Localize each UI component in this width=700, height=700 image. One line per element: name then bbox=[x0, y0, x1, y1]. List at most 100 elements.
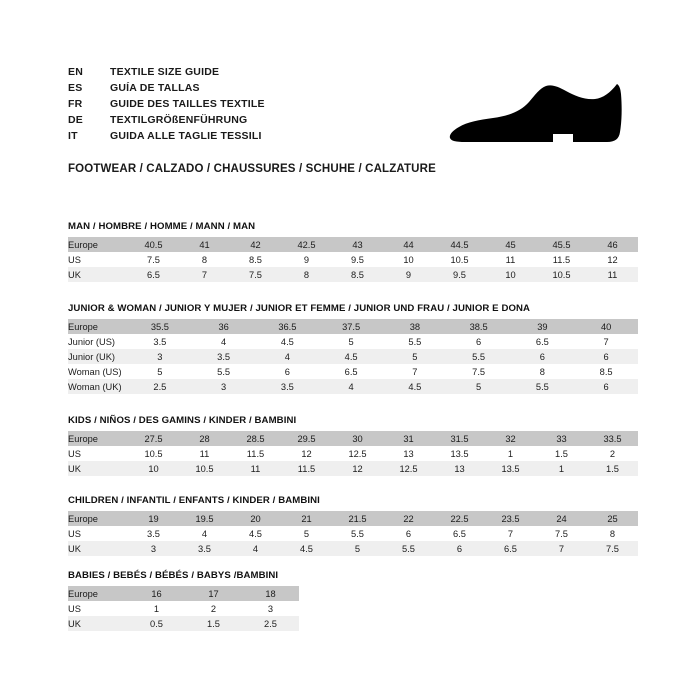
table-cell: 10.5 bbox=[179, 461, 230, 476]
language-row: FR GUIDE DES TAILLES TEXTILE bbox=[68, 96, 428, 112]
column-header-cell: 39 bbox=[510, 319, 575, 334]
table-cell: 3.5 bbox=[191, 349, 256, 364]
column-header-cell: 22 bbox=[383, 511, 434, 526]
row-label: Woman (UK) bbox=[68, 379, 128, 394]
table-cell: 8 bbox=[510, 364, 575, 379]
table-row: US 10.5 11 11.5 12 12.5 13 13.5 1 1.5 2 bbox=[68, 446, 638, 461]
table-cell: 4 bbox=[230, 541, 281, 556]
table-cell: 11 bbox=[179, 446, 230, 461]
table-cell: 10.5 bbox=[128, 446, 179, 461]
column-header-cell: 30 bbox=[332, 431, 383, 446]
language-code: DE bbox=[68, 114, 83, 126]
column-header-cell: 19.5 bbox=[179, 511, 230, 526]
table-row: UK 10 10.5 11 11.5 12 12.5 13 13.5 1 1.5 bbox=[68, 461, 638, 476]
size-table-babies: Europe 16 17 18 US 1 2 3 UK 0.5 1.5 2.5 bbox=[68, 586, 299, 631]
table-cell: 4 bbox=[255, 349, 320, 364]
table-cell: 1.5 bbox=[185, 616, 242, 631]
column-header-cell: 24 bbox=[536, 511, 587, 526]
column-header-cell: 36 bbox=[191, 319, 256, 334]
table-cell: 5.5 bbox=[446, 349, 511, 364]
column-header-cell: 16 bbox=[128, 586, 185, 601]
section-title: BABIES / BEBÉS / BÉBÉS / BABYS /BAMBINI bbox=[68, 570, 279, 581]
table-cell: 6 bbox=[446, 334, 511, 349]
column-header-cell: 28.5 bbox=[230, 431, 281, 446]
table-cell: 4 bbox=[191, 334, 256, 349]
table-cell: 4 bbox=[319, 379, 383, 394]
table-cell: 3 bbox=[128, 349, 192, 364]
table-cell: 7 bbox=[383, 364, 447, 379]
column-header-cell: 29.5 bbox=[281, 431, 332, 446]
table-header-row: Europe 35.5 36 36.5 37.5 38 38.5 39 40 bbox=[68, 319, 638, 334]
table-cell: 1 bbox=[536, 461, 587, 476]
table-cell: 6 bbox=[574, 379, 638, 394]
table-cell: 4 bbox=[179, 526, 230, 541]
size-section-junior-woman: JUNIOR & WOMAN / JUNIOR Y MUJER / JUNIOR… bbox=[68, 303, 638, 394]
table-cell: 8.5 bbox=[574, 364, 638, 379]
table-cell: 4.5 bbox=[255, 334, 320, 349]
table-cell: 11.5 bbox=[281, 461, 332, 476]
column-header-cell: 45 bbox=[485, 237, 536, 252]
table-header-row: Europe 16 17 18 bbox=[68, 586, 299, 601]
table-cell: 10 bbox=[485, 267, 536, 282]
row-label: Woman (US) bbox=[68, 364, 128, 379]
table-cell: 8.5 bbox=[230, 252, 281, 267]
table-cell: 5 bbox=[383, 349, 447, 364]
size-table-junior-woman: Europe 35.5 36 36.5 37.5 38 38.5 39 40 Junior (US… bbox=[68, 319, 638, 394]
column-header-cell: 38 bbox=[383, 319, 447, 334]
table-cell: 7 bbox=[179, 267, 230, 282]
language-row: IT GUIDA ALLE TAGLIE TESSILI bbox=[68, 128, 428, 144]
size-section-babies: BABIES / BEBÉS / BÉBÉS / BABYS /BAMBINI E… bbox=[68, 570, 299, 631]
language-title: GUÍA DE TALLAS bbox=[110, 82, 200, 94]
table-cell: 2 bbox=[587, 446, 638, 461]
section-title: KIDS / NIÑOS / DES GAMINS / KINDER / BAM… bbox=[68, 415, 297, 426]
table-cell: 5 bbox=[281, 526, 332, 541]
table-cell: 6 bbox=[383, 526, 434, 541]
table-cell: 7 bbox=[485, 526, 536, 541]
table-cell: 5.5 bbox=[510, 379, 575, 394]
column-header-cell: 37.5 bbox=[319, 319, 383, 334]
column-header-cell: 42 bbox=[230, 237, 281, 252]
column-header-cell: 36.5 bbox=[255, 319, 320, 334]
row-label: US bbox=[68, 526, 128, 541]
table-cell: 8 bbox=[587, 526, 638, 541]
column-header-cell: 33 bbox=[536, 431, 587, 446]
column-header-cell: 38.5 bbox=[446, 319, 511, 334]
row-label: US bbox=[68, 601, 128, 616]
language-title: GUIDE DES TAILLES TEXTILE bbox=[110, 98, 265, 110]
table-cell: 7.5 bbox=[446, 364, 511, 379]
table-cell: 1.5 bbox=[536, 446, 587, 461]
row-label: US bbox=[68, 252, 128, 267]
size-table-children: Europe 19 19.5 20 21 21.5 22 22.5 23.5 24 25 US 3.5 4… bbox=[68, 511, 638, 556]
table-cell: 9.5 bbox=[332, 252, 383, 267]
table-row: Junior (UK) 3 3.5 4 4.5 5 5.5 6 6 bbox=[68, 349, 638, 364]
language-title: TEXTILE SIZE GUIDE bbox=[110, 66, 220, 78]
column-header-cell: 21 bbox=[281, 511, 332, 526]
table-cell: 7 bbox=[574, 334, 638, 349]
table-cell: 3 bbox=[191, 379, 256, 394]
table-cell: 6.5 bbox=[485, 541, 536, 556]
table-header-row: Europe 19 19.5 20 21 21.5 22 22.5 23.5 24 25 bbox=[68, 511, 638, 526]
table-cell: 10 bbox=[383, 252, 434, 267]
column-header-label: Europe bbox=[68, 431, 128, 446]
table-cell: 11 bbox=[230, 461, 281, 476]
table-row: Junior (US) 3.5 4 4.5 5 5.5 6 6.5 7 bbox=[68, 334, 638, 349]
table-cell: 6 bbox=[574, 349, 638, 364]
table-cell: 3.5 bbox=[128, 526, 179, 541]
column-header-cell: 35.5 bbox=[128, 319, 192, 334]
table-cell: 5 bbox=[319, 334, 383, 349]
column-header-cell: 31.5 bbox=[434, 431, 485, 446]
column-header-cell: 19 bbox=[128, 511, 179, 526]
table-cell: 13 bbox=[383, 446, 434, 461]
table-cell: 10.5 bbox=[434, 252, 485, 267]
row-label: UK bbox=[68, 616, 128, 631]
table-cell: 6 bbox=[434, 541, 485, 556]
size-table-kids: Europe 27.5 28 28.5 29.5 30 31 31.5 32 33 33.5 US 10… bbox=[68, 431, 638, 476]
column-header-cell: 25 bbox=[587, 511, 638, 526]
table-cell: 5.5 bbox=[191, 364, 256, 379]
table-cell: 3.5 bbox=[255, 379, 320, 394]
column-header-label: Europe bbox=[68, 586, 128, 601]
language-title: TEXTILGRÖßENFÜHRUNG bbox=[110, 114, 248, 126]
column-header-cell: 17 bbox=[185, 586, 242, 601]
table-cell: 11 bbox=[485, 252, 536, 267]
